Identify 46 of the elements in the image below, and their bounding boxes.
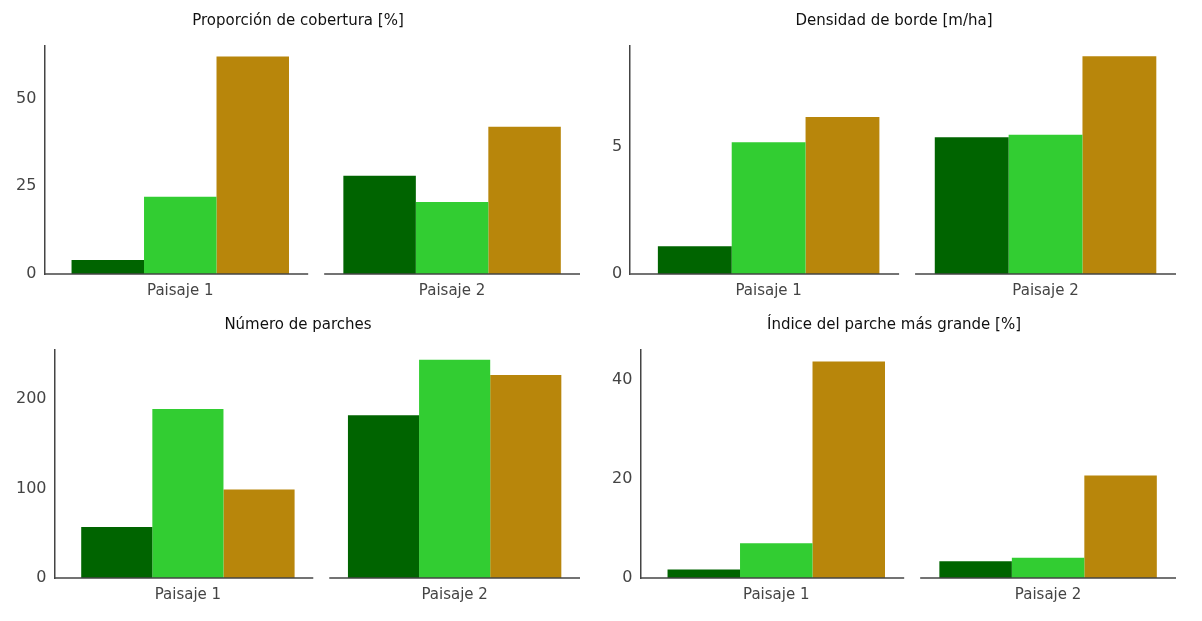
bar [415, 202, 489, 274]
x-tick-label: Paisaje 2 [421, 584, 488, 603]
bar [1082, 56, 1157, 274]
chart-title: Número de parches [224, 314, 372, 333]
bar [812, 361, 885, 578]
y-tick-label: 0 [622, 567, 633, 587]
bar [347, 415, 420, 578]
bar [740, 543, 813, 578]
bar [731, 142, 806, 274]
chart-title: Índice del parche más grande [%] [766, 313, 1022, 333]
y-tick-label: 0 [611, 263, 623, 283]
bar [223, 489, 295, 578]
y-tick-label: 200 [15, 388, 47, 408]
bar [939, 561, 1012, 578]
bar [71, 259, 145, 274]
x-tick-label: Paisaje 1 [735, 280, 802, 299]
bar [934, 137, 1009, 274]
bar [144, 196, 217, 274]
x-tick-label: Paisaje 1 [147, 280, 214, 299]
x-tick-label: Paisaje 2 [1014, 584, 1082, 603]
y-tick-label: 0 [36, 567, 47, 587]
bar [488, 126, 561, 274]
bar [1084, 475, 1157, 578]
x-tick-label: Paisaje 2 [418, 280, 486, 299]
bar [490, 375, 562, 578]
y-tick-label: 40 [612, 368, 633, 388]
y-tick-label: 0 [26, 263, 37, 283]
bar [81, 527, 153, 578]
bar [657, 246, 732, 274]
bar [1008, 134, 1083, 274]
bar [152, 409, 224, 578]
bar [805, 116, 880, 274]
y-tick-label: 5 [611, 136, 623, 156]
bar [216, 56, 289, 274]
chart-title: Densidad de borde [m/ha] [795, 10, 993, 29]
y-tick-label: 50 [16, 87, 37, 107]
y-tick-label: 100 [15, 477, 47, 497]
x-tick-label: Paisaje 1 [743, 584, 810, 603]
y-tick-label: 25 [16, 175, 37, 195]
bar [1011, 557, 1085, 578]
x-tick-label: Paisaje 1 [154, 584, 222, 603]
bar [419, 359, 491, 578]
x-tick-label: Paisaje 2 [1012, 280, 1079, 299]
bar [343, 175, 416, 274]
chart-title: Proporción de cobertura [%] [192, 10, 404, 29]
y-tick-label: 20 [612, 468, 633, 488]
